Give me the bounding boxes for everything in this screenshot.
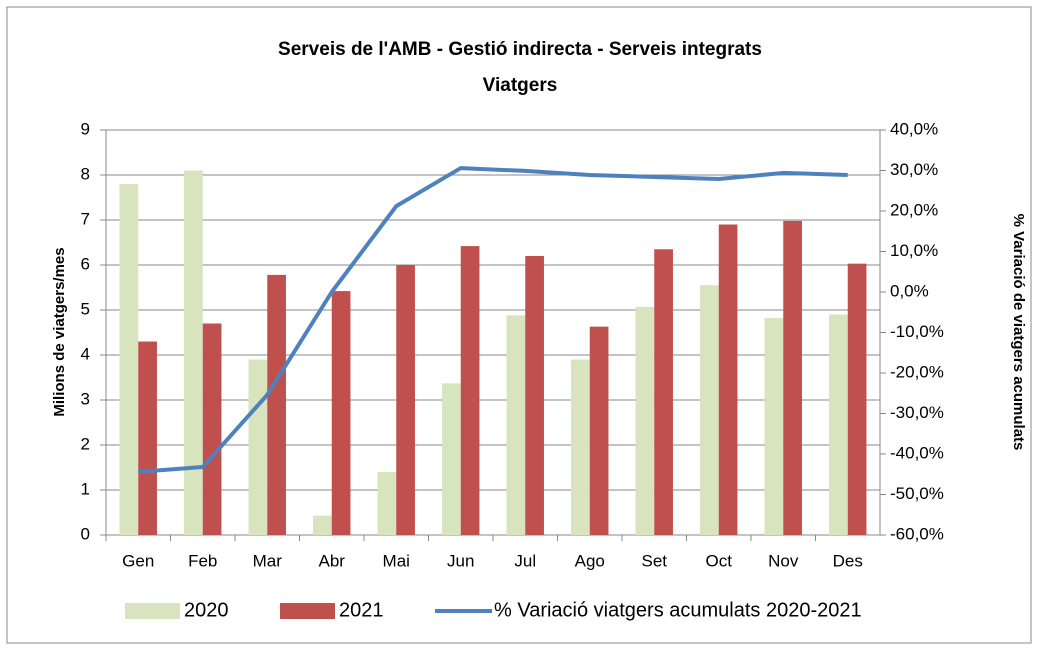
x-tick-label: Oct bbox=[706, 551, 733, 570]
x-tick-label: Set bbox=[641, 551, 667, 570]
y-tick-label: 3 bbox=[81, 389, 90, 408]
y2-tick-label: -30,0% bbox=[890, 403, 944, 422]
bar bbox=[138, 341, 157, 535]
bar bbox=[396, 265, 415, 535]
bar bbox=[331, 291, 351, 535]
y-tick-label: 0 bbox=[81, 524, 90, 543]
y-tick-label: 1 bbox=[81, 479, 90, 498]
bar bbox=[764, 318, 784, 535]
legend-label: 2021 bbox=[339, 599, 384, 621]
x-tick-label: Jun bbox=[447, 551, 474, 570]
y-tick-label: 7 bbox=[81, 209, 90, 228]
legend-swatch bbox=[125, 603, 180, 619]
bar bbox=[202, 323, 222, 535]
bar bbox=[635, 306, 655, 535]
bar bbox=[847, 263, 867, 535]
bar bbox=[184, 170, 203, 535]
y-tick-label: 4 bbox=[81, 344, 90, 363]
x-tick-label: Des bbox=[833, 551, 863, 570]
y-axis-title: Milions de viatgers/mes bbox=[51, 247, 68, 416]
y2-tick-label: 10,0% bbox=[890, 241, 938, 260]
y2-tick-label: -20,0% bbox=[890, 362, 944, 381]
line bbox=[138, 166, 848, 474]
bar bbox=[267, 274, 286, 535]
x-tick-label: Gen bbox=[122, 551, 154, 570]
x-tick-label: Ago bbox=[575, 551, 605, 570]
y2-tick-label: 20,0% bbox=[890, 200, 938, 219]
chart-subtitle: Viatgers bbox=[483, 75, 558, 96]
x-tick-label: Feb bbox=[188, 551, 217, 570]
y2-axis-title: % Variació de viatgers acumulats bbox=[1010, 214, 1027, 451]
bar bbox=[783, 220, 802, 535]
legend-swatch bbox=[280, 603, 335, 619]
bar bbox=[377, 472, 397, 535]
y-tick-label: 9 bbox=[81, 119, 90, 138]
x-tick-label: Jul bbox=[514, 551, 536, 570]
bar bbox=[589, 326, 609, 535]
y2-tick-label: 40,0% bbox=[890, 119, 938, 138]
bar bbox=[313, 515, 332, 535]
x-tick-label: Nov bbox=[768, 551, 799, 570]
x-tick-label: Mai bbox=[383, 551, 410, 570]
x-tick-label: Mar bbox=[253, 551, 283, 570]
bar bbox=[654, 249, 673, 535]
bar bbox=[829, 314, 848, 535]
bar bbox=[248, 359, 268, 535]
x-tick-label: Abr bbox=[319, 551, 346, 570]
bar bbox=[460, 246, 480, 535]
bar bbox=[119, 184, 139, 535]
y2-tick-label: -50,0% bbox=[890, 484, 944, 503]
y-tick-label: 6 bbox=[81, 254, 90, 273]
chart-title: Serveis de l'AMB - Gestió indirecta - Se… bbox=[278, 39, 762, 60]
y-tick-label: 2 bbox=[81, 434, 90, 453]
y2-tick-label: -40,0% bbox=[890, 443, 944, 462]
y2-tick-label: 30,0% bbox=[890, 160, 938, 179]
y-tick-label: 8 bbox=[81, 164, 90, 183]
bar bbox=[506, 315, 526, 535]
bar bbox=[700, 285, 719, 535]
y2-tick-label: -10,0% bbox=[890, 322, 944, 341]
bar bbox=[571, 359, 590, 535]
y-tick-label: 5 bbox=[81, 299, 90, 318]
y2-tick-label: 0,0% bbox=[890, 281, 929, 300]
bar bbox=[442, 383, 461, 535]
legend-label: % Variació viatgers acumulats 2020-2021 bbox=[494, 599, 862, 621]
bar bbox=[525, 256, 544, 535]
y2-tick-label: -60,0% bbox=[890, 524, 944, 543]
legend-label: 2020 bbox=[184, 599, 229, 621]
bar bbox=[718, 224, 738, 535]
